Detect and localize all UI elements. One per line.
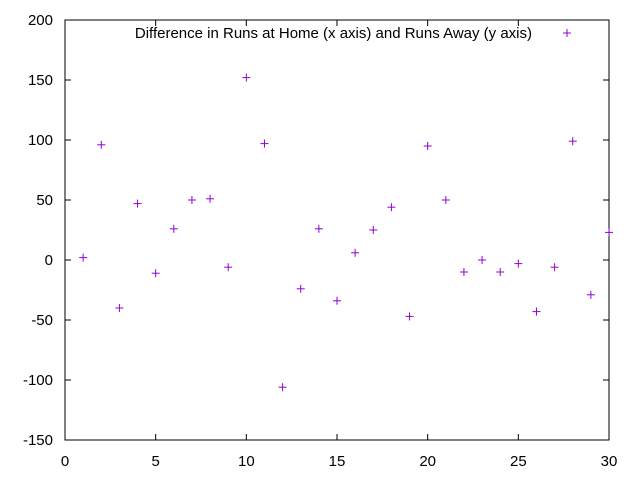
y-tick-label: -100 xyxy=(23,372,53,389)
x-tick-label: 10 xyxy=(238,453,255,470)
y-tick-label: 200 xyxy=(28,12,53,29)
data-point xyxy=(405,312,414,321)
legend-label: Difference in Runs at Home (x axis) and … xyxy=(135,25,532,42)
x-axis-ticks: 0 5 10 15 20 25 30 xyxy=(61,20,618,470)
data-point xyxy=(369,226,378,234)
data-point xyxy=(441,196,450,204)
data-point xyxy=(169,224,178,233)
legend-marker xyxy=(563,29,571,37)
data-point xyxy=(115,304,124,312)
data-point xyxy=(351,248,360,257)
data-point xyxy=(97,140,106,149)
plot-frame xyxy=(64,19,610,441)
legend: Difference in Runs at Home (x axis) and … xyxy=(135,25,571,42)
data-point xyxy=(296,284,305,293)
data-point xyxy=(568,137,577,146)
data-point xyxy=(242,73,251,82)
data-point xyxy=(532,307,541,316)
data-point xyxy=(478,256,487,264)
y-tick-label: 150 xyxy=(28,72,53,89)
x-tick-label: 20 xyxy=(419,453,436,470)
data-point xyxy=(187,196,196,204)
data-point xyxy=(333,296,341,305)
data-point xyxy=(224,263,233,272)
data-point xyxy=(514,259,523,268)
y-tick-label: 0 xyxy=(45,252,53,269)
x-tick-label: 15 xyxy=(329,453,346,470)
y-axis-ticks: -150 -100 -50 0 50 100 150 200 xyxy=(23,12,609,449)
y-tick-label: 50 xyxy=(36,192,53,209)
y-tick-label: -150 xyxy=(23,432,53,449)
data-point xyxy=(206,194,215,203)
data-point xyxy=(605,228,613,237)
data-point xyxy=(314,224,323,233)
x-tick-label: 25 xyxy=(510,453,527,470)
data-point xyxy=(496,268,505,276)
x-tick-label: 0 xyxy=(61,453,69,470)
data-point xyxy=(133,199,142,208)
x-tick-label: 5 xyxy=(151,453,159,470)
data-point xyxy=(423,142,432,150)
data-point xyxy=(79,253,88,262)
data-point xyxy=(387,203,396,212)
legend-plus-marker xyxy=(563,29,571,37)
data-point xyxy=(459,268,468,276)
data-point xyxy=(550,263,559,272)
y-tick-label: -50 xyxy=(31,312,53,329)
data-point xyxy=(260,139,269,148)
data-point xyxy=(151,269,160,278)
data-points xyxy=(79,73,613,392)
x-tick-label: 30 xyxy=(601,453,618,470)
data-point xyxy=(586,290,595,299)
y-tick-label: 100 xyxy=(28,132,53,149)
data-point xyxy=(278,383,287,392)
